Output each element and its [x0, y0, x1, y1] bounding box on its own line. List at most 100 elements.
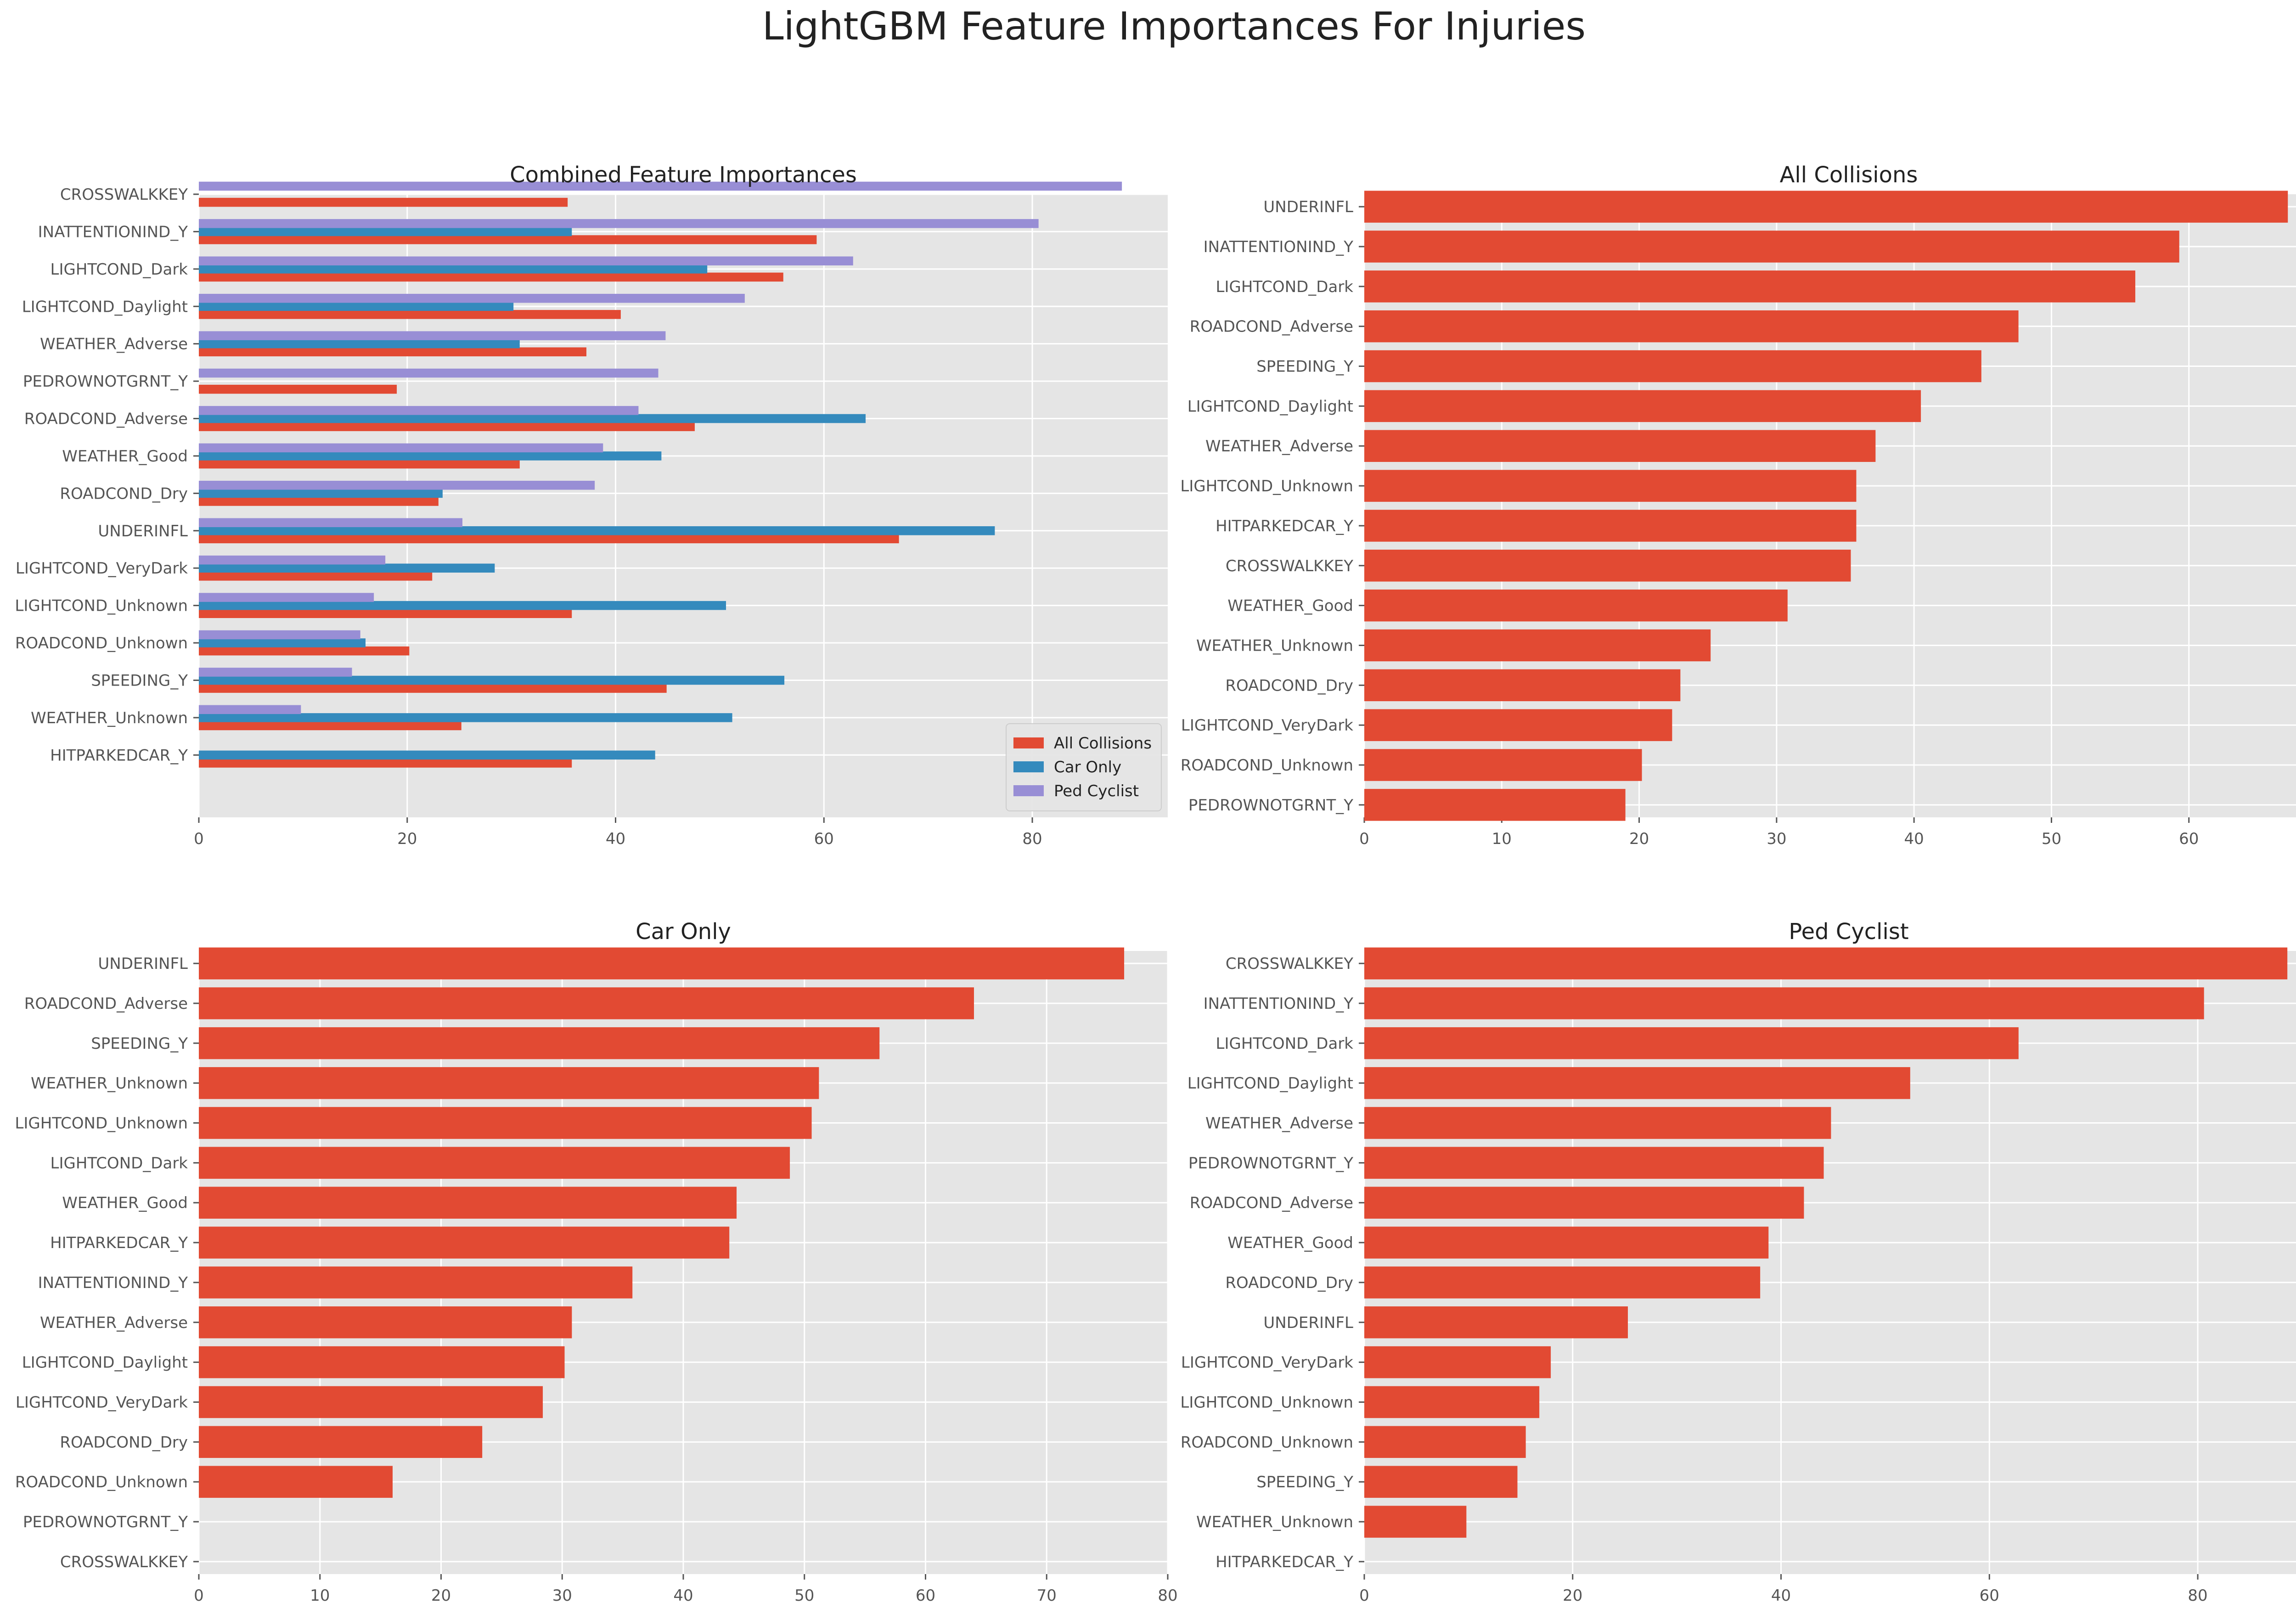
bar-ped-cyclist-lightcond-dark	[199, 256, 853, 266]
bar-weather-adverse	[199, 1306, 572, 1339]
y-tick-label-inattentionind-y: INATTENTIONIND_Y	[38, 223, 188, 241]
bar-all-collisions-crosswalkkey	[199, 197, 568, 207]
chart-title: Car Only	[636, 919, 731, 945]
y-tick-label-lightcond-daylight: LIGHTCOND_Daylight	[22, 298, 188, 316]
bar-car-only-lightcond-dark	[199, 264, 708, 274]
x-tick-label: 40	[673, 1586, 693, 1605]
bar-car-only-inattentionind-y	[199, 227, 572, 236]
chart-title: All Collisions	[1780, 162, 1918, 188]
x-tick-label: 50	[2042, 830, 2061, 848]
bar-weather-adverse	[1364, 1107, 1831, 1139]
bar-all-collisions-lightcond-dark	[199, 272, 783, 282]
bar-inattentionind-y	[1364, 231, 2179, 263]
bar-lightcond-verydark	[1364, 1346, 1551, 1378]
bar-lightcond-dark	[199, 1147, 790, 1179]
bar-weather-adverse	[1364, 430, 1876, 462]
y-tick-label-roadcond-dry: ROADCOND_Dry	[60, 1433, 188, 1451]
bar-underinfl	[199, 947, 1125, 979]
x-tick-label: 30	[1767, 830, 1786, 848]
y-tick-label-hitparkedcar-y: HITPARKEDCAR_Y	[50, 746, 188, 765]
bar-roadcond-dry	[1364, 1266, 1761, 1299]
figure-title: LightGBM Feature Importances For Injurie…	[762, 4, 1586, 49]
legend-swatch-ped-cyclist	[1013, 785, 1044, 796]
y-tick-label-crosswalkkey: CROSSWALKKEY	[1226, 955, 1353, 973]
bar-car-only-underinfl	[199, 526, 995, 535]
legend-label-all-collisions: All Collisions	[1054, 734, 1152, 753]
x-tick-label: 60	[814, 830, 834, 848]
bar-lightcond-dark	[1364, 270, 2136, 303]
bar-all-collisions-roadcond-dry	[199, 497, 439, 506]
bar-all-collisions-pedrownotgrnt-y	[199, 384, 397, 394]
y-tick-label-weather-adverse: WEATHER_Adverse	[40, 335, 188, 354]
legend-label-car-only: Car Only	[1054, 758, 1121, 776]
chart-2-all-collisions: 010203040506070UNDERINFLINATTENTIONIND_Y…	[1180, 162, 2296, 848]
x-tick-label: 40	[606, 830, 625, 848]
y-tick-label-speeding-y: SPEEDING_Y	[91, 671, 188, 690]
chart-4-ped-cyclist: 0 20 40 60 80 CROSSWALKKEY INATTENTIONIND_Y LIG…	[1180, 919, 2296, 1605]
bar-lightcond-dark	[1364, 1027, 2019, 1059]
legend-swatch-all-collisions	[1013, 737, 1044, 748]
y-tick-label-hitparkedcar-y: HITPARKEDCAR_Y	[1216, 517, 1353, 535]
y-tick-label-lightcond-unknown: LIGHTCOND_Unknown	[15, 597, 188, 615]
bar-inattentionind-y	[199, 1266, 633, 1299]
bar-all-collisions-lightcond-daylight	[199, 310, 621, 319]
x-tick-label: 60	[1980, 1586, 1999, 1605]
bar-all-collisions-hitparkedcar-y	[199, 759, 572, 768]
x-tick-label: 0	[194, 1586, 204, 1605]
bar-weather-good	[199, 1187, 737, 1219]
bar-weather-unknown	[1364, 629, 1711, 662]
x-tick-label: 40	[1771, 1586, 1791, 1605]
y-tick-label-speeding-y: SPEEDING_Y	[1256, 1473, 1353, 1491]
y-tick-label-lightcond-dark: LIGHTCOND_Dark	[1216, 1035, 1354, 1053]
bar-roadcond-dry	[1364, 669, 1681, 702]
y-tick-label-weather-good: WEATHER_Good	[62, 1194, 188, 1212]
bar-roadcond-dry	[199, 1426, 483, 1458]
x-tick-label: 60	[916, 1586, 935, 1605]
bar-ped-cyclist-inattentionind-y	[199, 219, 1039, 228]
y-tick-label-pedrownotgrnt-y: PEDROWNOTGRNT_Y	[1188, 796, 1353, 815]
bar-weather-good	[1364, 1226, 1769, 1259]
y-tick-label-underinfl: UNDERINFL	[98, 955, 188, 973]
y-tick-label-hitparkedcar-y: HITPARKEDCAR_Y	[50, 1234, 188, 1252]
bar-all-collisions-inattentionind-y	[199, 235, 817, 244]
bar-car-only-roadcond-unknown	[199, 638, 366, 647]
y-tick-label-roadcond-dry: ROADCOND_Dry	[60, 484, 188, 503]
bar-lightcond-unknown	[199, 1107, 812, 1139]
bar-ped-cyclist-lightcond-unknown	[199, 593, 374, 602]
y-tick-label-roadcond-unknown: ROADCOND_Unknown	[1181, 756, 1353, 775]
bar-all-collisions-weather-unknown	[199, 721, 461, 731]
y-tick-label-lightcond-dark: LIGHTCOND_Dark	[51, 1154, 188, 1172]
y-tick-label-lightcond-verydark: LIGHTCOND_VeryDark	[1181, 1354, 1353, 1372]
y-tick-label-weather-good: WEATHER_Good	[1227, 597, 1353, 615]
y-tick-label-crosswalkkey: CROSSWALKKEY	[60, 186, 188, 204]
y-tick-label-inattentionind-y: INATTENTIONIND_Y	[1204, 995, 1354, 1013]
bar-ped-cyclist-pedrownotgrnt-y	[199, 368, 658, 378]
bar-speeding-y	[1364, 350, 1981, 382]
y-tick-label-weather-good: WEATHER_Good	[1227, 1234, 1353, 1252]
x-tick-label: 20	[397, 830, 417, 848]
chart-title: Ped Cyclist	[1789, 919, 1908, 945]
bar-weather-unknown	[199, 1067, 819, 1099]
bar-lightcond-daylight	[199, 1346, 565, 1378]
y-tick-label-inattentionind-y: INATTENTIONIND_Y	[1204, 238, 1354, 256]
bar-underinfl	[1364, 1306, 1628, 1339]
y-tick-label-lightcond-unknown: LIGHTCOND_Unknown	[1180, 477, 1353, 495]
bar-all-collisions-underinfl	[199, 534, 899, 544]
y-tick-label-weather-unknown: WEATHER_Unknown	[31, 1074, 188, 1093]
y-tick-label-weather-unknown: WEATHER_Unknown	[1196, 636, 1353, 655]
x-tick-label: 0	[194, 830, 204, 848]
bar-lightcond-daylight	[1364, 390, 1921, 422]
y-tick-label-lightcond-verydark: LIGHTCOND_VeryDark	[16, 1393, 188, 1412]
x-tick-label: 10	[1492, 830, 1512, 848]
bar-lightcond-verydark	[199, 1386, 543, 1418]
bar-ped-cyclist-underinfl	[199, 518, 463, 527]
y-tick-label-roadcond-adverse: ROADCOND_Adverse	[24, 995, 188, 1013]
bar-all-collisions-lightcond-verydark	[199, 572, 433, 581]
bar-ped-cyclist-weather-unknown	[199, 705, 301, 714]
bar-speeding-y	[199, 1027, 880, 1059]
bar-all-collisions-weather-good	[199, 459, 520, 469]
y-tick-label-roadcond-adverse: ROADCOND_Adverse	[1190, 318, 1353, 336]
bar-roadcond-unknown	[1364, 749, 1642, 781]
bar-lightcond-verydark	[1364, 709, 1672, 741]
bar-all-collisions-roadcond-adverse	[199, 422, 695, 431]
